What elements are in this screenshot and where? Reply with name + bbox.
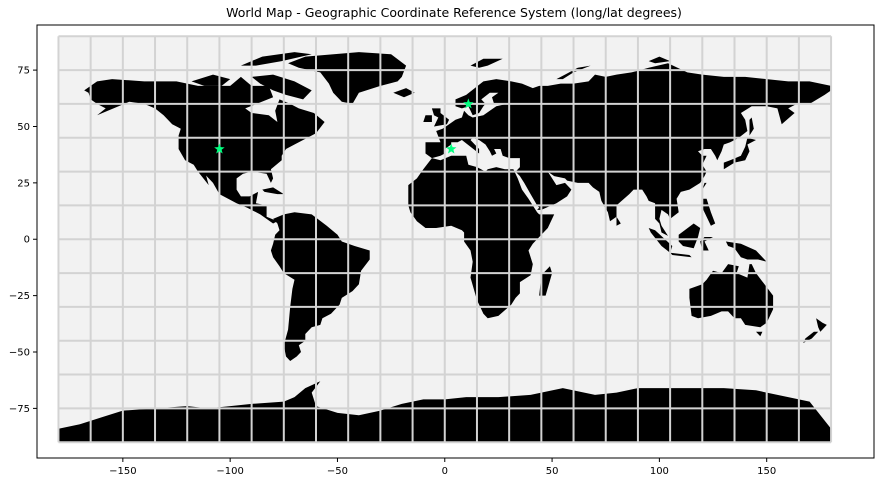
land-sakhalin xyxy=(749,117,754,136)
land-new-zealand-north xyxy=(816,318,827,332)
land-ellesmere-island xyxy=(240,52,312,66)
land-japan xyxy=(723,137,756,170)
land-north-america xyxy=(84,76,325,224)
star-marker xyxy=(214,143,225,154)
x-tick-label: −50 xyxy=(327,466,348,477)
land-ireland xyxy=(423,115,432,122)
land-greenland xyxy=(288,52,407,104)
land-tasmania xyxy=(756,331,763,337)
y-axis: 75 50 25 0 −25 −50 −75 xyxy=(9,66,37,415)
y-tick-label: 50 xyxy=(17,122,30,133)
land-iceland xyxy=(393,88,415,98)
y-tick-label: −25 xyxy=(9,291,30,302)
y-tick-label: 25 xyxy=(17,178,30,189)
land-borneo xyxy=(678,223,701,249)
star-marker xyxy=(445,143,457,154)
land-java xyxy=(670,252,692,258)
x-tick-label: 0 xyxy=(442,466,448,477)
land-baffin-island xyxy=(251,74,312,100)
y-tick-label: 0 xyxy=(24,235,30,246)
land-victoria-island xyxy=(191,74,231,86)
land-sumatra xyxy=(648,228,673,253)
star-marker xyxy=(463,98,474,109)
land-severnaya-zemlya xyxy=(648,56,671,64)
land-svalbard xyxy=(470,58,503,68)
land-taiwan xyxy=(702,182,707,190)
graticule-layer xyxy=(57,35,833,444)
y-tick-label: −75 xyxy=(9,404,30,415)
land-cuba xyxy=(262,187,284,195)
land-new-guinea xyxy=(725,241,767,262)
land-sulawesi xyxy=(700,237,713,251)
x-tick-label: 150 xyxy=(757,466,776,477)
land-arabia-anchor xyxy=(537,207,542,210)
land-south-america xyxy=(270,212,370,361)
axes-border xyxy=(36,24,875,459)
x-tick-label: −150 xyxy=(109,466,136,477)
y-tick-label: −50 xyxy=(9,348,30,359)
y-tick-label: 75 xyxy=(17,66,30,77)
x-tick-label: −100 xyxy=(216,466,243,477)
land-sri-lanka xyxy=(616,216,621,226)
land-eurasia xyxy=(425,63,832,236)
x-axis: −150 −100 −50 0 50 100 150 xyxy=(109,458,776,477)
land-australia xyxy=(689,264,774,328)
marker-layer xyxy=(214,98,474,154)
chart-title: World Map - Geographic Coordinate Refere… xyxy=(226,5,682,20)
x-tick-label: 100 xyxy=(650,466,669,477)
x-tick-label: 50 xyxy=(546,466,559,477)
